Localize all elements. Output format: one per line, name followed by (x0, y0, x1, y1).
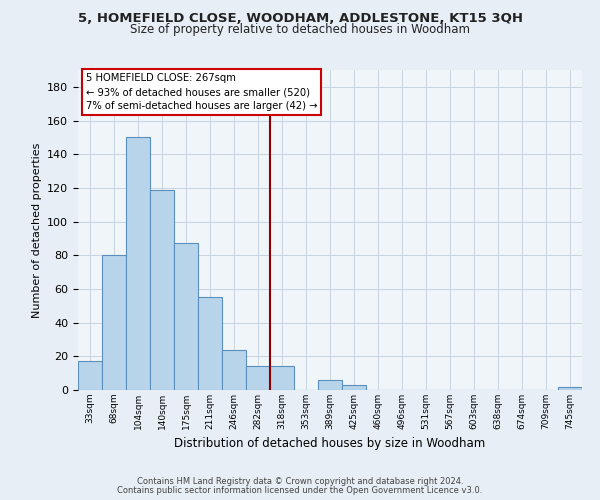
Bar (246, 366, 270, 390)
Bar (318, 380, 342, 390)
Text: Size of property relative to detached houses in Woodham: Size of property relative to detached ho… (130, 22, 470, 36)
Y-axis label: Number of detached properties: Number of detached properties (32, 142, 41, 318)
Bar (150, 190, 174, 390)
Text: Contains HM Land Registry data © Crown copyright and database right 2024.: Contains HM Land Registry data © Crown c… (137, 477, 463, 486)
Bar (102, 256, 126, 390)
Bar (198, 298, 222, 390)
Bar (342, 385, 366, 390)
Bar (78, 362, 102, 390)
Text: 5, HOMEFIELD CLOSE, WOODHAM, ADDLESTONE, KT15 3QH: 5, HOMEFIELD CLOSE, WOODHAM, ADDLESTONE,… (77, 12, 523, 26)
Bar (174, 244, 198, 390)
Bar (558, 386, 582, 390)
Bar (126, 138, 150, 390)
Bar (222, 350, 246, 390)
Text: 5 HOMEFIELD CLOSE: 267sqm
← 93% of detached houses are smaller (520)
7% of semi-: 5 HOMEFIELD CLOSE: 267sqm ← 93% of detac… (86, 73, 317, 111)
Text: Contains public sector information licensed under the Open Government Licence v3: Contains public sector information licen… (118, 486, 482, 495)
X-axis label: Distribution of detached houses by size in Woodham: Distribution of detached houses by size … (175, 438, 485, 450)
Bar (270, 366, 294, 390)
